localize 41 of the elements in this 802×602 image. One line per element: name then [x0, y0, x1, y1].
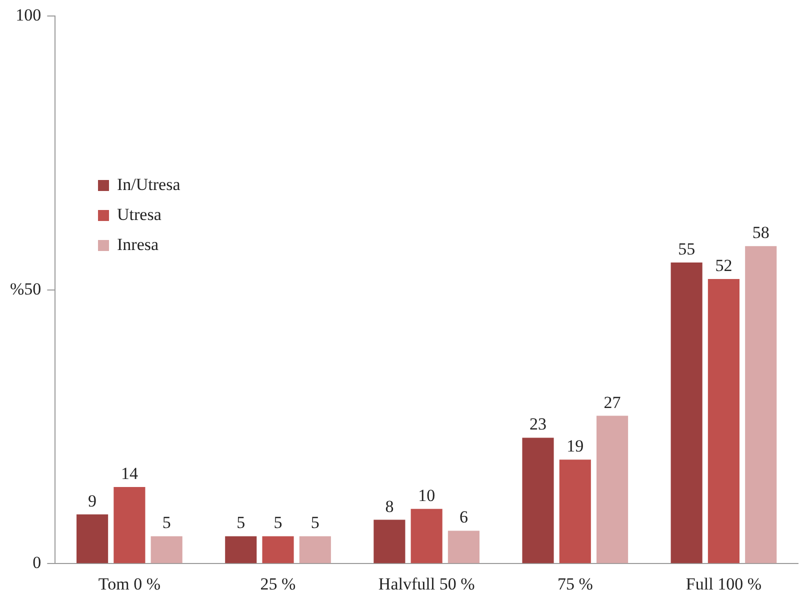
data-label: 23	[530, 414, 547, 434]
bar	[76, 514, 108, 564]
legend-label: In/Utresa	[117, 175, 180, 195]
data-label: 14	[120, 464, 138, 483]
legend-label: Utresa	[117, 205, 162, 225]
bar	[150, 536, 182, 564]
data-label: 6	[459, 508, 468, 527]
x-tick-label: 25 %	[260, 574, 296, 594]
data-label: 5	[162, 513, 171, 532]
bar	[670, 262, 702, 564]
bar	[596, 416, 628, 564]
bar	[374, 520, 406, 564]
data-label: 5	[274, 513, 282, 532]
data-label: 55	[678, 240, 696, 258]
data-label: 5	[236, 513, 246, 532]
data-label: 8	[385, 496, 394, 516]
bar	[299, 536, 331, 564]
bar	[522, 438, 554, 564]
bar	[410, 508, 442, 564]
bar	[114, 486, 146, 564]
legend-label: Inresa	[117, 235, 159, 255]
data-label: 52	[715, 256, 732, 275]
x-tick-label: Full 100 %	[686, 574, 762, 594]
bar	[448, 530, 480, 564]
x-tick-label: Tom 0 %	[98, 574, 160, 594]
y-tick-label: %50	[10, 279, 42, 298]
data-label: 10	[418, 486, 436, 505]
y-tick-label: 0	[32, 553, 42, 572]
data-label: 27	[604, 392, 622, 412]
data-label: 58	[752, 223, 770, 242]
data-label: 5	[310, 513, 320, 532]
bar	[559, 460, 591, 564]
bar	[708, 278, 740, 564]
y-tick-label: 100	[16, 6, 42, 25]
data-label: 19	[566, 436, 584, 456]
x-tick-label: 75 %	[557, 574, 593, 594]
x-tick-label: Halvfull 50 %	[378, 574, 475, 594]
bar	[745, 246, 777, 564]
bar	[262, 536, 294, 564]
bar	[225, 536, 257, 564]
data-label: 9	[88, 491, 97, 510]
